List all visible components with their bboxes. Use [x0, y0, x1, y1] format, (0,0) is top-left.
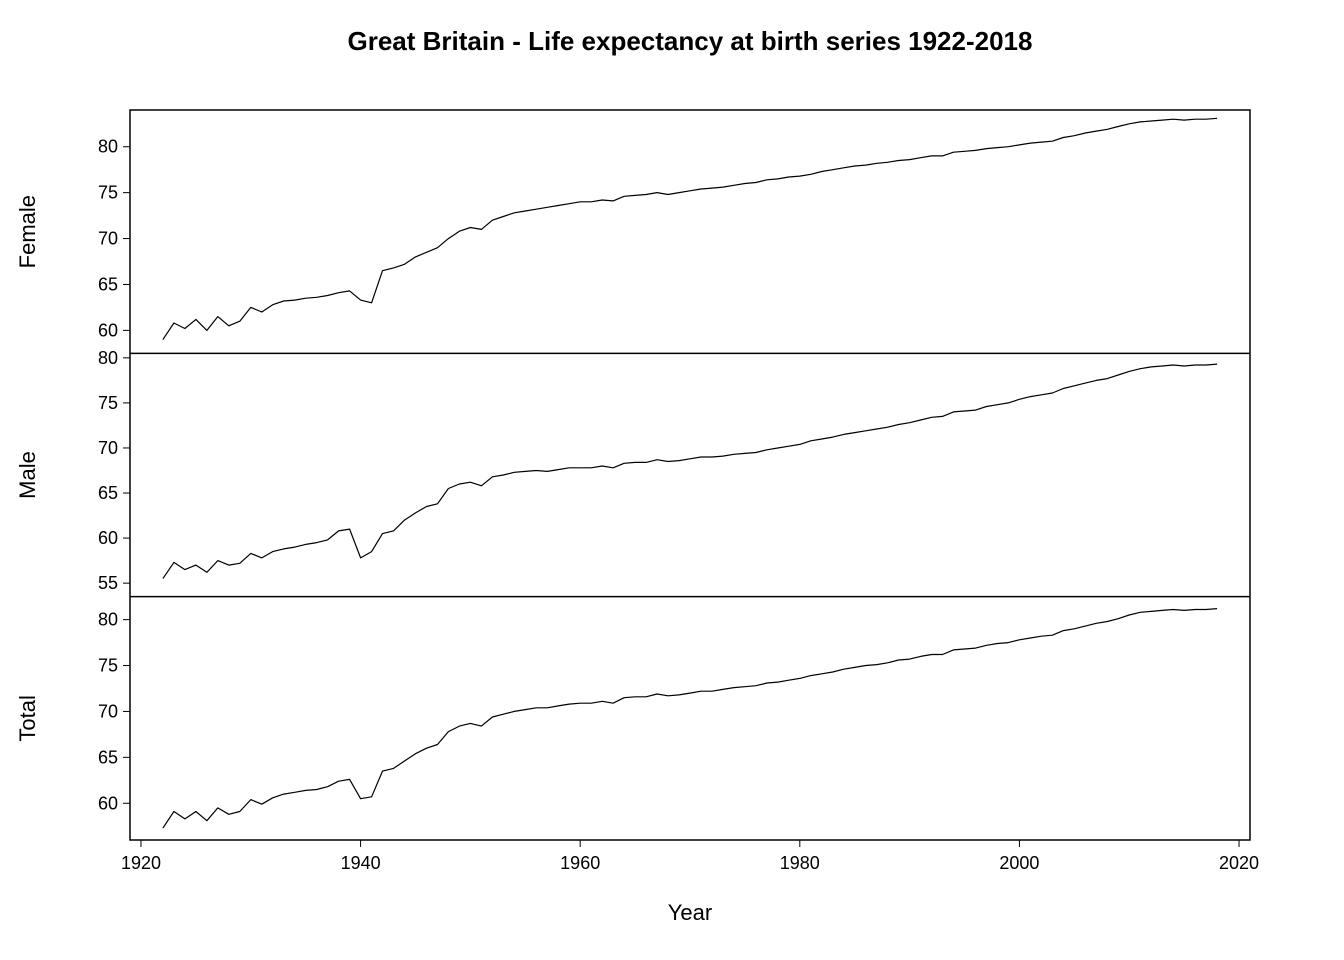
panel-label-male: Male [15, 451, 40, 499]
panel-label-female: Female [15, 195, 40, 268]
chart-container: Great Britain - Life expectancy at birth… [0, 0, 1344, 960]
y-tick-label: 75 [98, 656, 118, 676]
chart-title: Great Britain - Life expectancy at birth… [348, 26, 1033, 56]
y-tick-label: 80 [98, 610, 118, 630]
x-tick-label: 1940 [341, 853, 381, 873]
y-tick-label: 80 [98, 137, 118, 157]
y-tick-label: 65 [98, 483, 118, 503]
x-tick-label: 2000 [999, 853, 1039, 873]
y-tick-label: 55 [98, 573, 118, 593]
y-tick-label: 60 [98, 320, 118, 340]
y-tick-label: 65 [98, 274, 118, 294]
y-tick-label: 65 [98, 747, 118, 767]
y-tick-label: 75 [98, 393, 118, 413]
y-tick-label: 70 [98, 229, 118, 249]
x-tick-label: 1980 [780, 853, 820, 873]
y-tick-label: 60 [98, 793, 118, 813]
x-tick-label: 2020 [1219, 853, 1259, 873]
y-tick-label: 70 [98, 701, 118, 721]
y-tick-label: 70 [98, 438, 118, 458]
y-tick-label: 60 [98, 528, 118, 548]
y-tick-label: 75 [98, 183, 118, 203]
x-axis-label: Year [668, 900, 712, 925]
panel-label-total: Total [15, 695, 40, 741]
x-tick-label: 1920 [121, 853, 161, 873]
y-tick-label: 80 [98, 348, 118, 368]
x-tick-label: 1960 [560, 853, 600, 873]
chart-svg: Great Britain - Life expectancy at birth… [0, 0, 1344, 960]
